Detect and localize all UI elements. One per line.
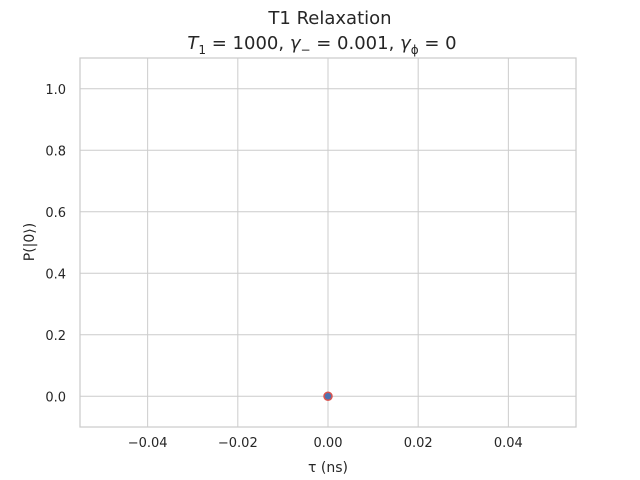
y-tick-label: 0.4 [45, 267, 66, 282]
data-point [323, 391, 333, 401]
chart-title: T1 Relaxation [267, 8, 391, 29]
y-tick-label: 0.8 [45, 144, 66, 159]
x-tick-label: −0.04 [128, 436, 168, 451]
y-axis-label: P(|0⟩) [22, 223, 38, 261]
x-tick-label: −0.02 [218, 436, 258, 451]
x-tick-label: 0.02 [404, 436, 433, 451]
grid [80, 58, 576, 427]
x-axis-label: τ (ns) [308, 460, 348, 476]
x-tick-labels: −0.04 −0.02 0.00 0.02 0.04 [128, 436, 523, 451]
x-tick-label: 0.00 [314, 436, 343, 451]
y-tick-label: 0.2 [45, 329, 66, 344]
plot-frame [79, 57, 577, 428]
y-tick-label: 1.0 [45, 83, 66, 98]
chart-subtitle: T1 = 1000, γ− = 0.001, γϕ = 0 [187, 33, 456, 57]
y-tick-label: 0.6 [45, 206, 66, 221]
y-tick-labels: 0.0 0.2 0.4 0.6 0.8 1.0 [45, 83, 66, 406]
data-points [323, 391, 333, 401]
y-tick-label: 0.0 [45, 390, 66, 405]
x-tick-label: 0.04 [494, 436, 523, 451]
